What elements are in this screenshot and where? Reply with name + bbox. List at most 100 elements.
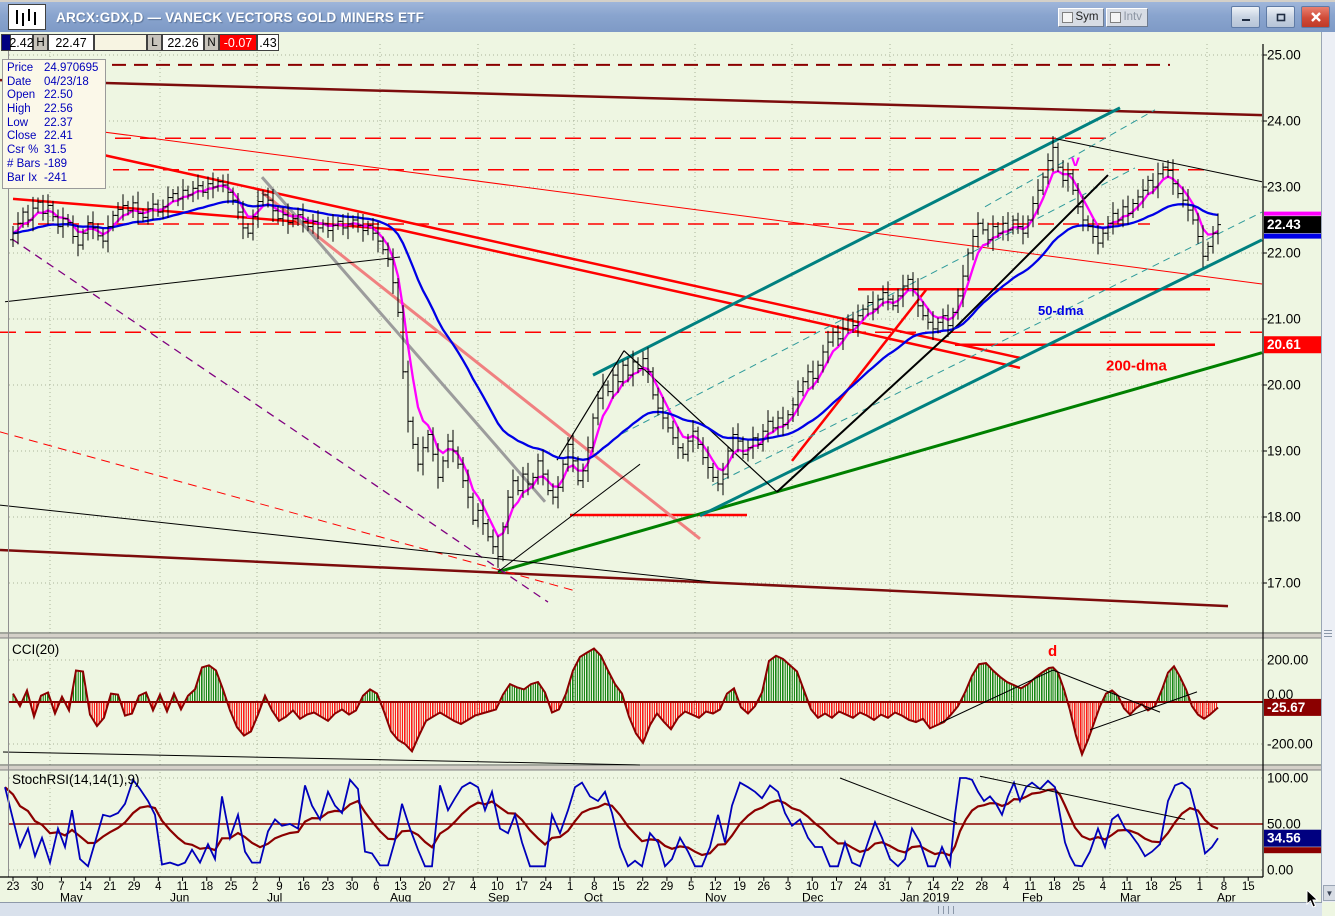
info-value: -189	[44, 157, 68, 170]
quote-high-label: H	[33, 34, 48, 51]
svg-text:18: 18	[1048, 881, 1061, 893]
svg-text:10: 10	[491, 881, 504, 893]
svg-text:19.00: 19.00	[1267, 444, 1301, 459]
stochrsi-pane: StochRSI(14,14(1),9)	[4, 772, 1263, 869]
svg-text:20: 20	[418, 881, 431, 893]
svg-text:11: 11	[1024, 881, 1036, 893]
red-downtrend-a	[12, 197, 1021, 370]
svg-text:24: 24	[539, 881, 552, 893]
cursor-info-panel: Price 24.970695 Date 04/23/18 Open 22.50 Hi…	[2, 59, 106, 190]
svg-text:Feb: Feb	[1022, 891, 1043, 903]
svg-text:d: d	[1048, 643, 1057, 660]
svg-text:24.00: 24.00	[1267, 114, 1301, 129]
info-value: 22.56	[44, 103, 73, 116]
quote-open-value: 2.42	[9, 34, 34, 51]
info-value: 22.37	[44, 116, 73, 129]
close-icon	[1310, 11, 1321, 22]
svg-text:13: 13	[394, 881, 407, 893]
svg-text:May: May	[60, 891, 83, 903]
red-uptrend-dec	[791, 289, 927, 462]
svg-text:Aug: Aug	[390, 891, 411, 903]
svg-text:Jul: Jul	[267, 891, 282, 903]
stochrsi-signal	[4, 786, 1219, 857]
horizontal-scrollbar[interactable]	[0, 902, 1322, 916]
svg-text:Jan 2019: Jan 2019	[900, 891, 950, 903]
vertical-scrollbar[interactable]: ▼	[1321, 32, 1335, 902]
intv-button-label: Intv	[1123, 11, 1142, 23]
teal-dash-b	[711, 211, 1263, 486]
close-button[interactable]	[1301, 6, 1330, 28]
svg-text:16: 16	[297, 881, 310, 893]
quote-low-label: L	[147, 34, 162, 51]
sym-button[interactable]: Sym	[1058, 7, 1105, 27]
chart-canvas[interactable]: v 50-dma 200-dma d CCI(20) StochRSI(14,14(1),…	[0, 32, 1322, 902]
sym-button-label: Sym	[1075, 11, 1099, 23]
info-label: Date	[7, 75, 32, 88]
y-axis[interactable]: 25.00 24.00 23.00 22.00 21.00 20.00 19.00 18.00…	[1263, 48, 1313, 878]
svg-text:4: 4	[1100, 881, 1107, 893]
svg-text:29: 29	[128, 881, 141, 893]
svg-text:23.00: 23.00	[1267, 180, 1301, 195]
info-label: Low	[7, 116, 29, 129]
svg-text:23: 23	[321, 881, 334, 893]
svg-text:29: 29	[661, 881, 674, 893]
svg-text:20.00: 20.00	[1267, 378, 1301, 393]
stoch-trend-2	[979, 775, 1186, 820]
svg-text:18.00: 18.00	[1267, 510, 1301, 525]
level-badge: 20.61	[1264, 336, 1321, 354]
stoch-trend-1	[839, 777, 958, 824]
svg-text:15: 15	[1242, 881, 1255, 893]
restore-button[interactable]	[1266, 6, 1295, 28]
svg-text:22: 22	[951, 881, 964, 893]
svg-text:28: 28	[975, 881, 988, 893]
quote-high-value: 22.47	[48, 34, 94, 51]
app-icon	[8, 4, 46, 30]
ohlc-bars	[10, 136, 1221, 568]
intv-button[interactable]: Intv	[1106, 7, 1148, 27]
quote-net-label: N	[204, 34, 219, 51]
svg-text:10: 10	[806, 881, 819, 893]
window-title: ARCX:GDX,D — VANECK VECTORS GOLD MINERS …	[56, 9, 425, 25]
cci-outline	[12, 647, 1219, 758]
pane-splitter-grip[interactable]	[1324, 628, 1332, 639]
svg-text:11: 11	[1121, 881, 1133, 893]
svg-text:Mar: Mar	[1120, 891, 1141, 903]
info-value: 22.41	[44, 130, 73, 143]
splitter-2[interactable]	[0, 764, 1322, 771]
hscroll-grip[interactable]	[936, 906, 956, 914]
info-value: 22.50	[44, 89, 73, 102]
title-bar[interactable]: ARCX:GDX,D — VANECK VECTORS GOLD MINERS …	[0, 2, 1335, 33]
svg-text:25.00: 25.00	[1267, 48, 1301, 63]
quote-bar: 2.42 H 22.47 L 22.26 N -0.07 .43	[1, 34, 279, 51]
svg-text:25: 25	[1169, 881, 1182, 893]
svg-text:14: 14	[927, 881, 940, 893]
svg-text:4: 4	[1003, 881, 1010, 893]
minimize-button[interactable]	[1231, 6, 1260, 28]
quote-last-value: .43	[257, 34, 279, 51]
svg-text:21: 21	[103, 881, 116, 893]
scroll-down-button[interactable]: ▼	[1323, 885, 1335, 901]
50-dma	[12, 200, 1219, 461]
svg-text:3: 3	[785, 881, 791, 893]
svg-text:5: 5	[688, 881, 694, 893]
svg-text:4: 4	[470, 881, 477, 893]
restore-icon	[1276, 13, 1285, 21]
svg-text:8: 8	[1221, 881, 1227, 893]
cci-trend-long	[2, 751, 641, 766]
intv-checkbox-icon	[1110, 11, 1122, 23]
teal-dash-c	[984, 109, 1156, 208]
red-dash-diag	[0, 431, 579, 593]
svg-text:0.00: 0.00	[1267, 863, 1293, 878]
svg-text:22.00: 22.00	[1267, 246, 1301, 261]
info-label: Csr %	[7, 144, 39, 157]
black-fan-sep-low	[497, 463, 641, 573]
svg-text:31: 31	[879, 881, 892, 893]
splitter-1[interactable]	[0, 632, 1322, 639]
svg-text:14: 14	[79, 881, 92, 893]
x-axis[interactable]: 23 30 7 14 21 29 4 11 18 25 2 9 16 23 30 6 13 20 27 4 10 17 24…	[7, 877, 1255, 902]
svg-text:18: 18	[1145, 881, 1158, 893]
maroon-channel-top	[0, 78, 1263, 117]
svg-text:30: 30	[346, 881, 359, 893]
svg-text:34.56: 34.56	[1267, 831, 1301, 846]
teal-channel-bottom	[699, 238, 1263, 518]
